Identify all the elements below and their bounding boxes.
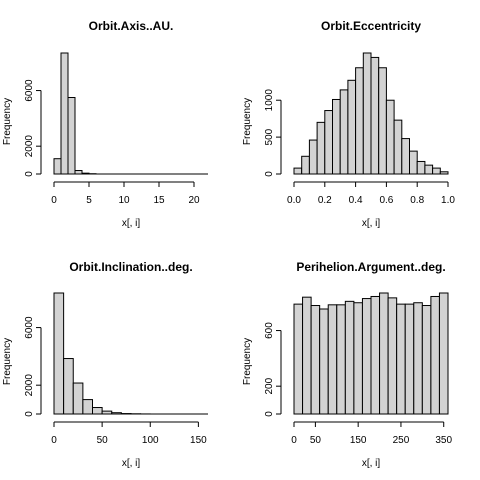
histogram-bar xyxy=(74,170,83,175)
histogram-bar xyxy=(336,304,346,415)
y-tick-label: 0 xyxy=(24,171,35,177)
y-tick-label: 200 xyxy=(264,377,275,394)
histogram-bar xyxy=(401,138,410,175)
y-tick-label: 2000 xyxy=(24,374,35,397)
y-axis-label: Frequency xyxy=(242,338,253,385)
histogram-bar xyxy=(339,89,349,175)
histogram-bar xyxy=(379,292,389,415)
y-axis-label: Frequency xyxy=(2,98,13,145)
x-tick-label: 0.0 xyxy=(287,195,301,206)
y-tick-label: 1000 xyxy=(264,89,275,112)
histogram-bar xyxy=(409,150,418,175)
x-tick-label: 150 xyxy=(350,435,367,446)
x-tick-label: 0.6 xyxy=(379,195,393,206)
x-axis-label: x[, i] xyxy=(122,218,141,229)
histogram-bar xyxy=(302,296,312,415)
x-tick-label: 50 xyxy=(310,435,322,446)
histogram-bar xyxy=(370,295,381,415)
histogram-panel-orbit-eccentricity: Orbit.Eccentricity 0.0 0.2 0.4 0.6 0.8 1.0 0 500… xyxy=(242,19,455,229)
histogram-bar xyxy=(67,97,76,175)
histogram-bar xyxy=(438,292,449,415)
x-tick-label: 100 xyxy=(142,435,159,446)
x-tick-label: 50 xyxy=(97,435,109,446)
x-tick-label: 1.0 xyxy=(441,195,455,206)
histogram-bar xyxy=(378,67,387,175)
histogram-bar xyxy=(293,167,303,175)
histogram-bar xyxy=(355,67,364,175)
histogram-bar xyxy=(92,407,103,415)
x-tick-label: 0 xyxy=(291,435,297,446)
x-tick-label: 5 xyxy=(86,195,92,206)
histogram-bar xyxy=(430,295,440,415)
y-tick-label: 6000 xyxy=(24,79,35,102)
chart-title: Orbit.Axis..AU. xyxy=(89,19,174,33)
histogram-bar xyxy=(424,164,434,175)
y-tick-label: 2000 xyxy=(24,135,35,158)
histogram-bar xyxy=(53,292,65,415)
histogram-bar xyxy=(293,303,304,415)
y-tick-label: 600 xyxy=(264,322,275,339)
histogram-bar xyxy=(301,155,310,175)
x-tick-label: 20 xyxy=(188,195,200,206)
y-tick-label: 0 xyxy=(24,411,35,417)
x-tick-label: 0.2 xyxy=(318,195,332,206)
histogram-bar xyxy=(421,305,432,415)
histogram-bar xyxy=(63,358,74,415)
histogram-bar xyxy=(393,119,403,175)
y-axis-label: Frequency xyxy=(242,98,253,145)
histogram-bar xyxy=(347,79,357,175)
x-tick-label: 0 xyxy=(51,195,57,206)
histogram-panel-orbit-axis: Orbit.Axis..AU. 0 5 10 15 20 0 2000 6000 x[, i] Fr… xyxy=(2,19,208,229)
x-tick-label: 10 xyxy=(118,195,130,206)
histogram-bar xyxy=(60,52,69,175)
histogram-bar xyxy=(324,110,333,175)
histogram-panel-orbit-inclination: Orbit.Inclination..deg. 0 50 100 150 0 2000 600… xyxy=(2,260,208,469)
y-axis-label: Frequency xyxy=(2,338,13,385)
histogram-bar xyxy=(432,167,441,175)
x-axis-label: x[, i] xyxy=(122,458,141,469)
histogram-bar xyxy=(416,160,426,175)
histogram-bar xyxy=(310,305,321,415)
y-tick-label: 6000 xyxy=(24,316,35,339)
x-tick-label: 0.8 xyxy=(410,195,424,206)
histogram-bar xyxy=(362,52,372,175)
x-tick-label: 250 xyxy=(393,435,410,446)
x-tick-label: 15 xyxy=(153,195,165,206)
x-axis-label: x[, i] xyxy=(362,218,381,229)
y-tick-label: 0 xyxy=(264,171,275,177)
chart-title: Orbit.Inclination..deg. xyxy=(69,260,192,274)
histogram-bar xyxy=(53,158,62,175)
histogram-bar xyxy=(72,382,84,415)
histogram-bar xyxy=(353,302,363,415)
histogram-bar xyxy=(327,304,338,415)
histogram-bar xyxy=(387,297,398,415)
histogram-panel-perihelion-argument: Perihelion.Argument..deg. 0 50 150 250 350 0 20… xyxy=(242,260,453,469)
histogram-bar xyxy=(385,99,395,175)
histogram-bar xyxy=(404,303,415,415)
histogram-bar xyxy=(344,300,355,415)
x-tick-label: 150 xyxy=(190,435,207,446)
x-tick-label: 0.4 xyxy=(349,195,363,206)
chart-title: Perihelion.Argument..deg. xyxy=(296,260,445,274)
y-tick-label: 0 xyxy=(264,411,275,417)
histogram-bar xyxy=(332,98,341,175)
histogram-bar xyxy=(396,303,406,415)
x-axis-label: x[, i] xyxy=(362,458,381,469)
x-tick-label: 350 xyxy=(435,435,452,446)
histogram-bar xyxy=(319,308,329,415)
histogram-bar xyxy=(361,298,372,415)
chart-title: Orbit.Eccentricity xyxy=(321,19,421,33)
histogram-bar xyxy=(413,302,423,415)
histogram-bar xyxy=(316,121,326,175)
y-tick-label: 500 xyxy=(264,128,275,145)
histogram-bar xyxy=(82,399,93,415)
histogram-bar xyxy=(370,56,380,175)
x-tick-label: 0 xyxy=(51,435,57,446)
histogram-bar xyxy=(308,139,318,175)
